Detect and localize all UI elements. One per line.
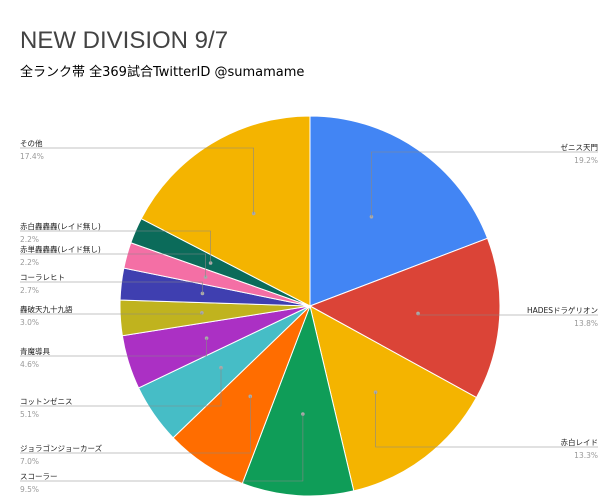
slice-percent: 3.0% — [20, 318, 39, 327]
label-leader-line — [20, 367, 222, 407]
slice-label: その他 — [20, 138, 43, 148]
label-leader-line — [20, 338, 207, 357]
pie-slice — [309, 115, 489, 307]
pie-slice — [308, 237, 501, 399]
slice-percent: 2.2% — [20, 258, 39, 267]
pie-slice — [309, 305, 478, 492]
label-leader-line — [20, 253, 206, 278]
slice-label: ゼニス天門 — [561, 142, 599, 152]
slice-percent: 9.5% — [20, 485, 39, 494]
slice-percent: 17.4% — [20, 152, 44, 161]
label-leader-line — [20, 230, 211, 263]
label-leader-line — [375, 392, 598, 448]
slice-label: HADESドラゲリオン — [527, 306, 598, 315]
pie-slice — [140, 115, 311, 307]
slice-percent: 4.6% — [20, 360, 39, 369]
label-leader-line — [20, 312, 203, 315]
slice-percent: 2.7% — [20, 286, 39, 295]
chart-title: NEW DIVISION 9/7 — [20, 27, 228, 54]
slice-percent: 19.2% — [574, 156, 598, 165]
label-anchor-dot — [416, 311, 420, 316]
label-anchor-dot — [369, 215, 374, 219]
label-anchor-dot — [301, 412, 305, 416]
slice-label: コーラレヒト — [20, 273, 65, 282]
label-leader-line — [20, 281, 203, 294]
label-anchor-dot — [204, 336, 209, 340]
label-leader-line — [371, 151, 598, 217]
slice-percent: 2.2% — [20, 235, 39, 244]
slice-label: コットンゼニス — [20, 396, 73, 406]
label-leader-line — [417, 313, 598, 316]
slice-percent: 7.0% — [20, 457, 39, 466]
slice-percent: 13.3% — [574, 451, 598, 460]
slice-label: 青魔導具 — [20, 346, 50, 356]
slice-label: ジョラゴンジョーカーズ — [20, 443, 103, 453]
slice-label: 轟破天九十九語 — [20, 304, 73, 314]
chart-subtitle: 全ランク帯 全369試合TwitterID @sumamame — [20, 64, 304, 80]
slice-label: 赤単轟轟轟(レイド無し) — [20, 244, 101, 254]
label-anchor-dot — [200, 291, 205, 296]
slice-percent: 13.8% — [574, 319, 598, 328]
slice-labels: ゼニス天門 19.2% HADESドラゲリオン 13.8% 赤白レイド 13.3% スコーラ… — [20, 138, 598, 494]
slice-label: 赤白轟轟轟(レイド無し) — [20, 221, 101, 231]
slice-percent: 5.1% — [20, 410, 39, 419]
pie-slice — [241, 304, 355, 497]
slice-label: 赤白レイド — [561, 437, 599, 447]
label-leader-line — [20, 147, 254, 214]
label-leader-line — [20, 414, 304, 482]
slice-label: スコーラー — [20, 472, 58, 481]
label-leader-line — [20, 396, 251, 454]
pie-slices — [119, 115, 501, 497]
